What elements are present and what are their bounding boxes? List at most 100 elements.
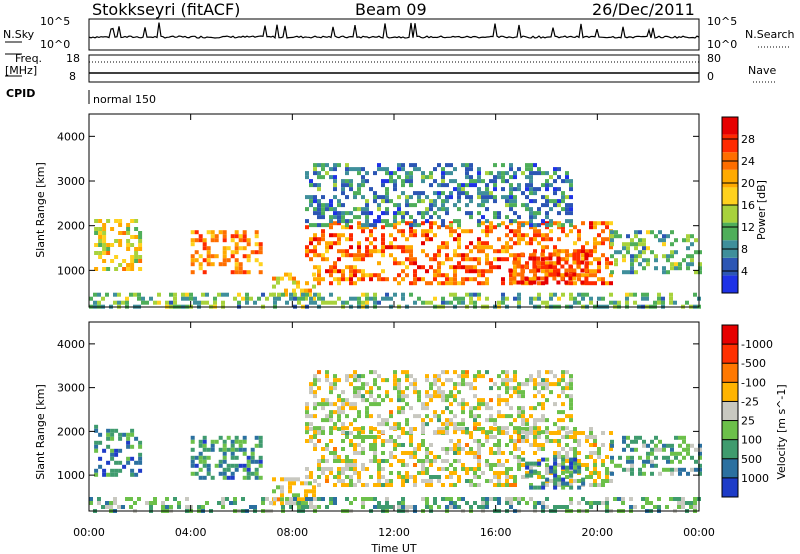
echo-cell [242, 234, 247, 239]
echo-cell [548, 264, 553, 269]
echo-cell [234, 463, 239, 468]
echo-cell [477, 505, 481, 509]
echo-cell [545, 183, 549, 188]
echo-cell [272, 292, 276, 297]
echo-cell [557, 199, 561, 204]
echo-cell [222, 471, 227, 476]
echo-cell [401, 179, 405, 184]
echo-cell [493, 183, 497, 188]
echo-cell [441, 394, 445, 399]
echo-cell [489, 191, 493, 196]
echo-cell [469, 479, 473, 483]
echo-cell [357, 378, 361, 383]
echo-cell [357, 215, 361, 220]
echo-cell [258, 242, 263, 247]
echo-cell [425, 207, 429, 212]
echo-cell [593, 479, 597, 483]
echo-cell [548, 272, 553, 277]
echo-cell [329, 273, 333, 278]
echo-cell [561, 292, 565, 297]
echo-cell [385, 211, 389, 216]
echo-cell [453, 370, 457, 375]
echo-cell [110, 456, 115, 461]
echo-cell [297, 501, 301, 505]
echo-cell [473, 277, 477, 282]
echo-cell [517, 253, 521, 258]
echo-cell [553, 477, 558, 482]
echo-cell [641, 497, 645, 501]
echo-cell [129, 292, 133, 297]
echo-cell [321, 467, 325, 471]
echo-cell [417, 459, 421, 463]
echo-cell [517, 296, 521, 301]
echo-cell [477, 167, 481, 172]
echo-cell [101, 505, 105, 509]
echo-cell [457, 475, 461, 479]
echo-cell [610, 238, 614, 243]
echo-cell [670, 467, 674, 472]
echo-cell [485, 418, 489, 423]
echo-cell [572, 256, 577, 261]
echo-cell [341, 179, 345, 184]
echo-cell [377, 394, 381, 399]
echo-cell [634, 258, 638, 263]
echo-cell [610, 230, 614, 235]
echo-cell [190, 258, 195, 263]
echo-cell [597, 475, 601, 479]
echo-cell [461, 187, 465, 192]
echo-cell [609, 292, 613, 297]
echo-cell [453, 430, 457, 435]
echo-cell [222, 262, 227, 267]
echo-cell [638, 250, 642, 255]
echo-cell [425, 406, 429, 411]
echo-cell [325, 418, 329, 423]
echo-cell [389, 451, 393, 455]
echo-cell [317, 207, 321, 212]
echo-cell [593, 257, 597, 262]
echo-cell [581, 463, 585, 467]
echo-cell [353, 374, 357, 379]
echo-cell [493, 497, 497, 501]
echo-cell [541, 219, 545, 224]
echo-cell [413, 451, 417, 455]
echo-cell [457, 439, 461, 443]
x-tick-label: 00:00 [73, 526, 105, 539]
echo-cell [485, 505, 489, 509]
echo-cell [670, 262, 674, 267]
echo-cell [369, 296, 373, 301]
date-title: 26/Dec/2011 [592, 0, 695, 19]
echo-cell [345, 225, 349, 230]
echo-cell [465, 382, 469, 387]
echo-cell [449, 483, 453, 487]
echo-cell [226, 258, 231, 263]
echo-cell [529, 219, 533, 224]
echo-cell [461, 253, 465, 258]
echo-cell [397, 203, 401, 208]
echo-cell [409, 175, 413, 180]
echo-cell [361, 382, 365, 387]
echo-cell [321, 277, 325, 282]
echo-cell [365, 245, 369, 250]
echo-cell [198, 262, 203, 267]
echo-cell [210, 254, 215, 259]
echo-cell [465, 203, 469, 208]
echo-cell [569, 281, 573, 286]
echo-cell [457, 253, 461, 258]
echo-cell [269, 501, 273, 505]
echo-cell [110, 448, 115, 453]
echo-cell [329, 175, 333, 180]
echo-cell [433, 374, 437, 379]
echo-cell [304, 489, 308, 494]
echo-cell [577, 431, 581, 435]
echo-cell [674, 455, 678, 460]
echo-cell [521, 237, 525, 242]
echo-cell [369, 187, 373, 192]
echo-cell [509, 187, 513, 192]
echo-cell [190, 439, 195, 444]
echo-cell [537, 501, 541, 505]
echo-cell [572, 268, 577, 273]
echo-cell [393, 422, 397, 427]
echo-cell [157, 292, 161, 297]
echo-cell [437, 430, 441, 435]
echo-cell [413, 203, 417, 208]
